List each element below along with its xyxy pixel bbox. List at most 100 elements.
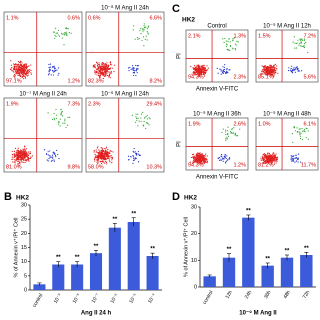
dot (97, 161, 99, 163)
dot (260, 72, 262, 74)
dot (227, 72, 229, 74)
dot (14, 75, 16, 77)
dot (295, 160, 297, 162)
dot (61, 37, 63, 39)
dot (17, 158, 19, 161)
dot (132, 154, 134, 157)
dot (93, 157, 96, 159)
dot (228, 38, 230, 40)
dot (269, 161, 271, 163)
dot (205, 69, 208, 72)
bar (280, 257, 294, 287)
dot (263, 154, 265, 156)
dot (199, 69, 201, 71)
dot (147, 32, 149, 34)
dot (288, 67, 290, 69)
dot (200, 69, 202, 71)
dot (97, 146, 99, 148)
dot (31, 155, 34, 157)
dot (270, 69, 272, 71)
dot (128, 159, 130, 161)
dot (237, 135, 239, 137)
dot (47, 112, 49, 114)
dot (234, 132, 237, 134)
dot (140, 117, 142, 119)
dot (305, 41, 307, 43)
dot (144, 38, 146, 40)
dot (237, 41, 239, 43)
dot (94, 64, 96, 66)
dot (301, 70, 303, 72)
quadrant-percent: 81.0% (6, 164, 22, 170)
dot (194, 73, 197, 75)
dot (109, 77, 111, 79)
dot (191, 73, 193, 75)
dot (261, 156, 263, 158)
dot (266, 73, 269, 75)
dot (139, 154, 141, 156)
dot (13, 156, 15, 158)
dot (197, 152, 199, 154)
dot (25, 156, 27, 158)
dot (202, 163, 204, 165)
dot (108, 65, 110, 67)
dot (103, 158, 106, 160)
dot (145, 35, 147, 37)
dot (104, 65, 106, 67)
dot (269, 156, 272, 158)
dot (137, 153, 140, 155)
dot (231, 132, 233, 134)
dot (15, 69, 17, 72)
dot (127, 155, 130, 157)
dot (269, 154, 271, 157)
dot (53, 151, 55, 153)
dot (24, 65, 26, 67)
dot (26, 154, 28, 156)
dot (200, 71, 202, 73)
dot (225, 157, 227, 160)
dot (293, 67, 295, 69)
dot (229, 44, 232, 47)
dot (206, 158, 208, 160)
dot (299, 132, 301, 134)
dot (262, 157, 264, 159)
dot (98, 66, 100, 68)
dot (101, 69, 103, 71)
dot (50, 74, 52, 76)
dot (14, 77, 16, 79)
dot (102, 156, 104, 159)
dot (264, 67, 266, 69)
dot (105, 149, 107, 151)
dot (58, 157, 60, 160)
dot (96, 159, 98, 161)
dot (267, 159, 269, 162)
dot (21, 153, 24, 155)
dot (146, 114, 148, 117)
dot (266, 157, 268, 160)
dot (97, 152, 99, 154)
dot (149, 118, 151, 120)
dot (193, 155, 195, 157)
dot (130, 156, 132, 158)
dot (132, 162, 134, 164)
dot (303, 46, 305, 48)
dot (95, 151, 97, 153)
dot (137, 113, 139, 115)
dot (98, 71, 100, 73)
dot (23, 157, 25, 159)
dot (27, 156, 30, 158)
dot (190, 156, 193, 159)
quadrant-percent: 2.1% (188, 33, 201, 39)
dot (290, 70, 292, 73)
dot (66, 124, 69, 126)
dot (267, 70, 269, 72)
dot (203, 157, 205, 159)
dot (298, 70, 301, 72)
dot (54, 27, 57, 29)
dot (136, 117, 138, 119)
dot (103, 68, 106, 70)
dot (225, 129, 227, 131)
dot (291, 65, 293, 67)
dot (272, 157, 274, 159)
dot (17, 151, 19, 153)
